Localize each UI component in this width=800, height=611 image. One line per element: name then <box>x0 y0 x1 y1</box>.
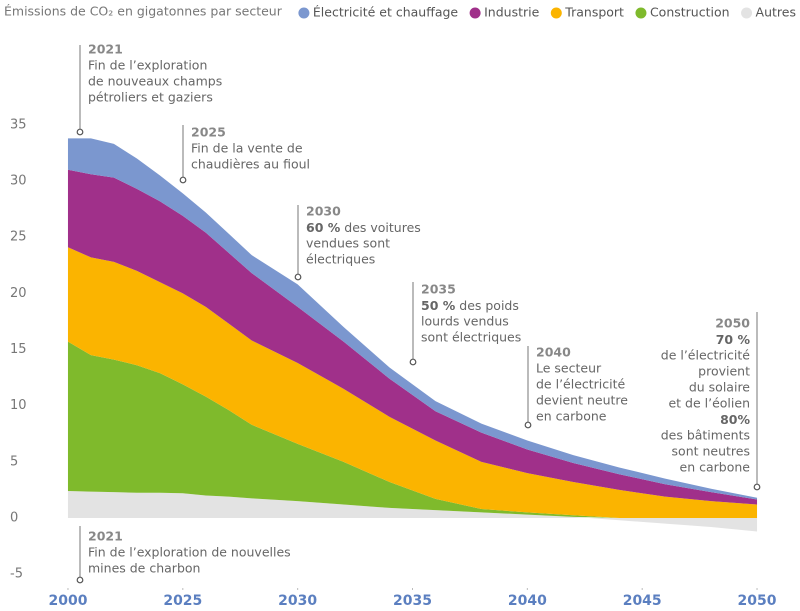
x-tick-label: 2040 <box>508 593 547 609</box>
annotation-year: 2030 <box>306 204 341 219</box>
annotation-text: 70 % <box>716 332 751 347</box>
annotation-bold: 60 % <box>306 220 341 235</box>
area <box>67 138 758 500</box>
x-tick-label: 2045 <box>623 593 662 609</box>
annotation-pin <box>753 483 761 491</box>
annotation-text: provient <box>698 364 750 379</box>
legend-label: Autres <box>756 5 796 20</box>
x-tick-label: 2035 <box>393 593 432 609</box>
annotation-pin <box>76 128 84 136</box>
annotation-pin <box>409 358 417 366</box>
annotation-year: 2021 <box>88 529 123 544</box>
legend-swatch <box>298 7 310 19</box>
area <box>67 247 758 518</box>
annotation-year: 2021 <box>88 42 123 57</box>
annotation-text: de l’électricité <box>661 348 751 363</box>
y-tick-label: 10 <box>10 398 27 413</box>
annotation-bold: 50 % <box>421 298 456 313</box>
legend-item: Électricité et chauffage <box>298 5 458 20</box>
areas <box>67 138 758 532</box>
annotation-text: des bâtiments <box>661 428 750 443</box>
annotation-text: en carbone <box>680 460 751 475</box>
annotation-text: mines de charbon <box>88 561 200 576</box>
annotation-text: Fin de la vente de <box>191 141 303 156</box>
annotation-year: 2040 <box>536 345 571 360</box>
annotation-text: pétroliers et gaziers <box>88 90 213 105</box>
legend-swatch <box>741 7 753 19</box>
x-tick-label: 2030 <box>278 593 317 609</box>
area <box>67 341 758 518</box>
x-tick-label: 2000 <box>48 593 87 609</box>
annotation-text: électriques <box>306 252 375 267</box>
x-tick-label: 2050 <box>738 593 777 609</box>
annotation-bold: 80% <box>720 412 750 427</box>
annotation-rest: des voitures <box>340 220 421 235</box>
annotation-text: devient neutre <box>536 393 628 408</box>
legend-swatch <box>550 7 562 19</box>
x-tick-label: 2025 <box>163 593 202 609</box>
legend-label: Industrie <box>484 5 539 20</box>
legend-swatch <box>635 7 647 19</box>
annotation-pin <box>294 273 302 281</box>
annotation-text: de l’électricité <box>536 377 626 392</box>
annotation-text: lourds vendus <box>421 314 509 329</box>
area <box>67 491 758 532</box>
legend-label: Électricité et chauffage <box>313 5 459 20</box>
annotation-pin <box>179 176 187 184</box>
annotation-text: sont neutres <box>672 444 750 459</box>
legend-item: Construction <box>635 5 730 20</box>
y-tick-label: 5 <box>10 454 18 469</box>
legend-item: Transport <box>550 5 624 20</box>
y-tick-label: 20 <box>10 286 27 301</box>
annotation-text: vendues sont <box>306 236 390 251</box>
annotation-text: chaudières au fioul <box>191 157 310 172</box>
annotation-text: de nouveaux champs <box>88 74 222 89</box>
chart-title: Émissions de CO₂ en gigatonnes par secte… <box>4 4 283 19</box>
annotation-text: sont électriques <box>421 330 521 345</box>
annotation-text: Fin de l’exploration <box>88 58 207 73</box>
annotation-text: du solaire <box>689 380 750 395</box>
annotation-text: 60 % des voitures <box>306 220 421 235</box>
annotation-year: 2035 <box>421 282 456 297</box>
annotation-bold: 70 % <box>716 332 751 347</box>
y-tick-label: 0 <box>10 511 18 526</box>
annotation-pin <box>524 421 532 429</box>
annotation-year: 2025 <box>191 125 226 140</box>
annotation-text: Le secteur <box>536 361 602 376</box>
annotation-pin <box>76 576 84 584</box>
legend-label: Transport <box>564 5 624 20</box>
y-tick-label: 25 <box>10 230 27 245</box>
annotation-rest: des poids <box>455 298 519 313</box>
y-tick-label: 15 <box>10 342 27 357</box>
y-tick-label: 35 <box>10 117 27 132</box>
y-tick-label: -5 <box>10 567 23 582</box>
y-tick-label: 30 <box>10 174 27 189</box>
annotation-text: en carbone <box>536 409 607 424</box>
annotation-text: Fin de l’exploration de nouvelles <box>88 545 291 560</box>
annotation-text: et de l’éolien <box>668 396 750 411</box>
legend-label: Construction <box>650 5 730 20</box>
annotation-text: 50 % des poids <box>421 298 519 313</box>
legend-item: Industrie <box>469 5 540 20</box>
legend-swatch <box>469 7 481 19</box>
annotation-text: 80% <box>720 412 750 427</box>
legend-item: Autres <box>741 5 796 20</box>
annotation-year: 2050 <box>715 316 750 331</box>
area <box>67 169 758 505</box>
